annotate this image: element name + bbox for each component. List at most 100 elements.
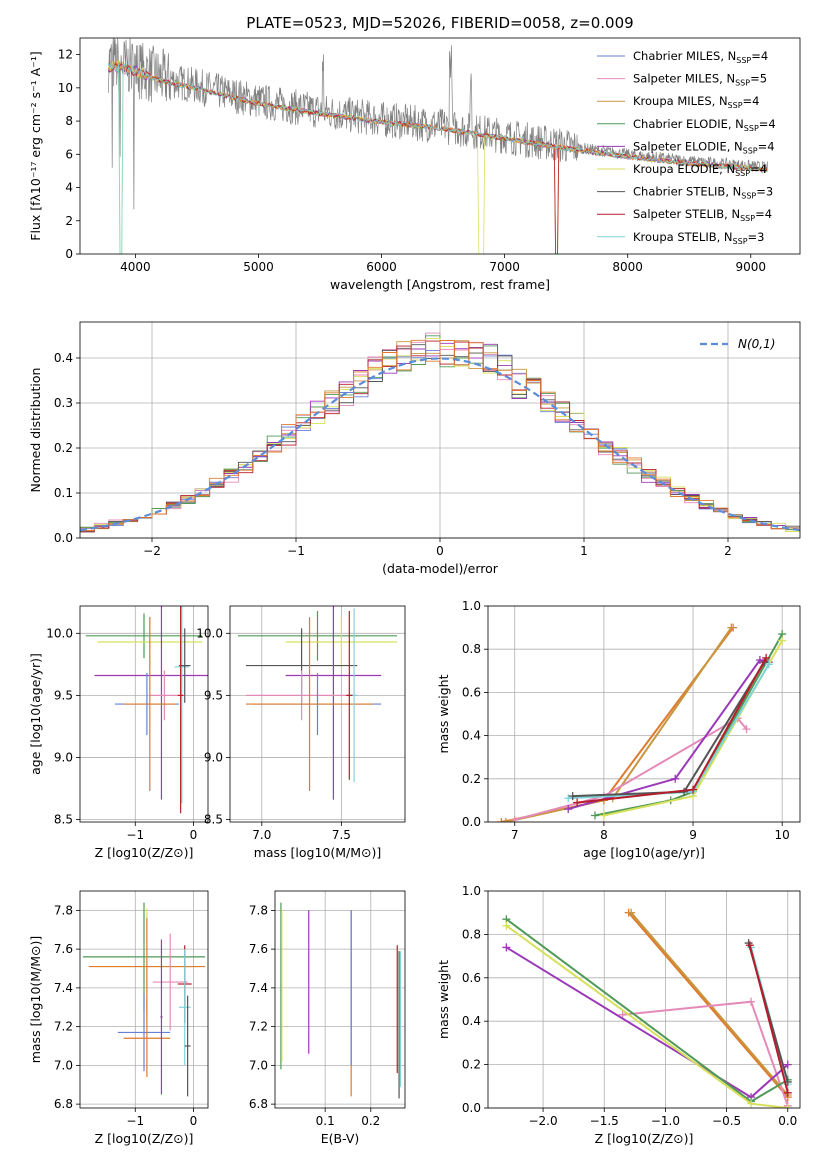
mass-weight-marker (778, 636, 787, 645)
mass-weight-line (514, 717, 748, 821)
x-tick-label: 0 (436, 544, 444, 558)
y-tick-label: 10.0 (46, 626, 73, 640)
residual-histogram-series (80, 339, 800, 531)
x-tick-label: 0 (190, 828, 198, 842)
y-tick-label: 0.8 (462, 642, 481, 656)
mass-weight-marker (590, 811, 599, 820)
y-tick-label: 0.1 (54, 486, 73, 500)
y-tick-label: 1.0 (462, 599, 481, 613)
legend-label: N(0,1) (738, 337, 775, 351)
y-tick-label: 0.2 (462, 1058, 481, 1072)
y-tick-label: 7.6 (54, 942, 73, 956)
axes-frame (487, 890, 801, 1109)
y-tick-label: 1.0 (462, 884, 481, 898)
legend-label: Salpeter MILES, NSSP=5 (633, 72, 767, 88)
axes-frame (79, 37, 801, 255)
residual-histogram-panel: N(0,1) −2 −1 0 1 2 0.0 0.1 0.2 0.3 0.4 (data-model)… (28, 321, 801, 576)
mass-weight-line (627, 912, 789, 1098)
y-tick-label: 0.4 (462, 729, 481, 743)
y-tick-label: 9.0 (54, 750, 73, 764)
y-tick-label: 9.0 (204, 750, 223, 764)
x-tick-label: 0.0 (778, 1114, 797, 1128)
mass-weight-marker (747, 997, 756, 1006)
mass-weight-marker (727, 623, 736, 632)
x-tick-label: 10 (775, 828, 790, 842)
x-tick-label: −1 (126, 828, 144, 842)
x-axis-label: E(B-V) (321, 1131, 360, 1146)
mass-weight-marker (599, 811, 608, 820)
x-tick-label: 2 (724, 544, 732, 558)
y-tick-label: 0.2 (462, 772, 481, 786)
axes-frame (487, 605, 801, 823)
x-tick-label: −0.5 (712, 1114, 741, 1128)
legend-label: Kroupa ELODIE, NSSP=4 (633, 162, 767, 178)
y-axis-label: mass weight (436, 674, 451, 753)
weight-vs-age-panel: 7 8 9 10 0.0 0.2 0.4 0.6 0.8 1.0 age [log10(age/yr… (436, 599, 801, 860)
y-tick-label: 6 (65, 147, 73, 161)
y-tick-label: 0.6 (462, 685, 481, 699)
mass-weight-marker (755, 656, 764, 664)
plot-area (80, 332, 800, 533)
x-tick-label: 8 (600, 828, 608, 842)
mass-weight-marker (568, 792, 577, 801)
x-tick-label: −1 (126, 1114, 144, 1128)
mass-weight-line (622, 1000, 789, 1107)
mass-weight-marker (502, 943, 511, 952)
weight-vs-metallicity-panel: −2.0 −1.5 −1.0 −0.5 0.0 0.0 0.2 0.4 0.6 0.8 1.0 Z [… (436, 884, 801, 1146)
x-axis-label: Z [log10(Z/Z⊙)] (95, 845, 194, 860)
y-tick-label: 0.4 (54, 351, 73, 365)
x-tick-label: 0 (190, 1114, 198, 1128)
mass-weight-marker (627, 908, 636, 917)
x-tick-label: 9 (689, 828, 697, 842)
figure-title: PLATE=0523, MJD=52026, FIBERID=0058, z=0… (246, 14, 633, 32)
axes-frame (79, 890, 209, 1109)
mass-weight-line (576, 657, 767, 804)
x-tick-label: 5000 (243, 260, 274, 274)
y-tick-label: 8.5 (204, 813, 223, 827)
axes-frame (274, 890, 406, 1109)
y-tick-label: 4 (65, 181, 73, 195)
y-tick-label: 7.2 (249, 1020, 268, 1034)
y-tick-label: 7.2 (54, 1020, 73, 1034)
y-tick-label: 0.0 (462, 815, 481, 829)
legend-label: Chabrier ELODIE, NSSP=4 (633, 117, 776, 133)
x-tick-label: 7000 (489, 260, 520, 274)
x-tick-label: 7.5 (332, 828, 351, 842)
mass-weight-line (572, 661, 766, 798)
mass-weight-marker (671, 774, 680, 783)
x-tick-label: 0.1 (316, 1114, 335, 1128)
x-axis-label: mass [log10(M/M⊙)] (254, 845, 382, 860)
mass-weight-line (505, 924, 788, 1108)
mass-weight-marker (762, 653, 771, 662)
x-tick-label: 9000 (735, 260, 766, 274)
x-axis-label: age [log10(age/yr)] (583, 845, 705, 860)
mass-weight-marker (747, 1099, 756, 1108)
mass-weight-marker (510, 815, 519, 822)
y-tick-label: 6.8 (54, 1097, 73, 1111)
x-tick-label: 8000 (612, 260, 643, 274)
y-tick-label: 9.5 (204, 688, 223, 702)
spectrum-panel: Chabrier MILES, NSSP=4 Salpeter MILES, NS… (28, 37, 801, 292)
mass-weight-marker (689, 785, 698, 794)
x-tick-label: −1.5 (590, 1114, 619, 1128)
mass-weight-marker (783, 1060, 792, 1069)
y-tick-label: 7.6 (249, 942, 268, 956)
x-axis-label: (data-model)/error (382, 561, 499, 576)
plot-area (85, 606, 208, 814)
y-tick-label: 0.6 (462, 971, 481, 985)
y-tick-label: 10 (58, 81, 73, 95)
y-tick-label: 6.8 (249, 1097, 268, 1111)
y-tick-label: 7.4 (249, 981, 268, 995)
y-tick-label: 8.5 (54, 813, 73, 827)
y-axis-label: mass weight (436, 960, 451, 1039)
y-tick-label: 0.3 (54, 396, 73, 410)
x-tick-label: 7.0 (252, 828, 271, 842)
y-tick-label: 0.8 (462, 927, 481, 941)
y-axis-label: Flux [fλ10⁻¹⁷ erg cm⁻² s⁻¹ A⁻¹] (28, 51, 43, 240)
y-tick-label: 0.0 (54, 531, 73, 545)
y-tick-label: 0.0 (462, 1101, 481, 1115)
mass-weight-line (748, 945, 789, 1094)
mass-weight-marker (564, 805, 573, 814)
x-tick-label: 1 (580, 544, 588, 558)
